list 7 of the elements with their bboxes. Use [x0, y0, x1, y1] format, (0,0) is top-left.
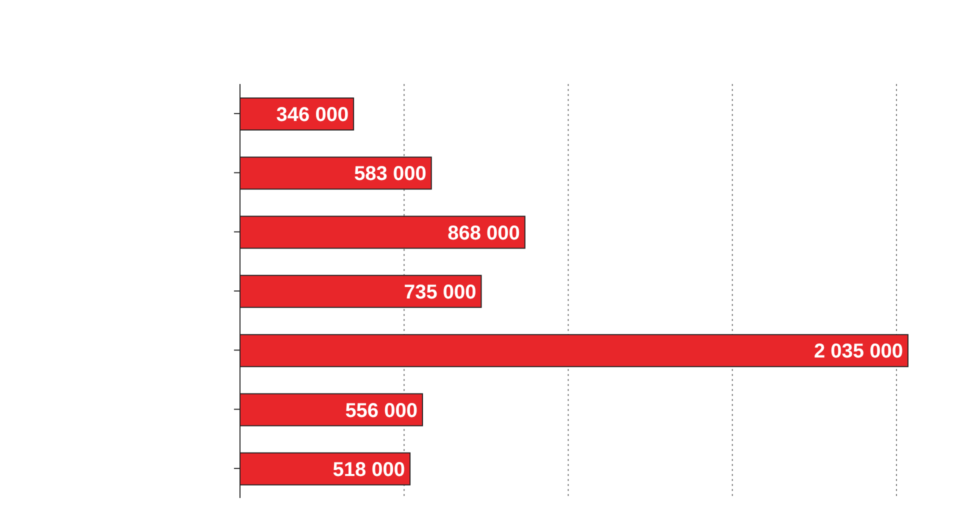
data-label: 735 000: [404, 282, 476, 304]
data-label: 518 000: [332, 458, 406, 481]
data-label: 583 000: [354, 163, 426, 186]
data-label: 868 000: [448, 222, 520, 244]
data-label: 2 035 000: [814, 340, 903, 363]
data-label: 346 000: [276, 104, 349, 126]
data-label: 556 000: [345, 400, 418, 422]
